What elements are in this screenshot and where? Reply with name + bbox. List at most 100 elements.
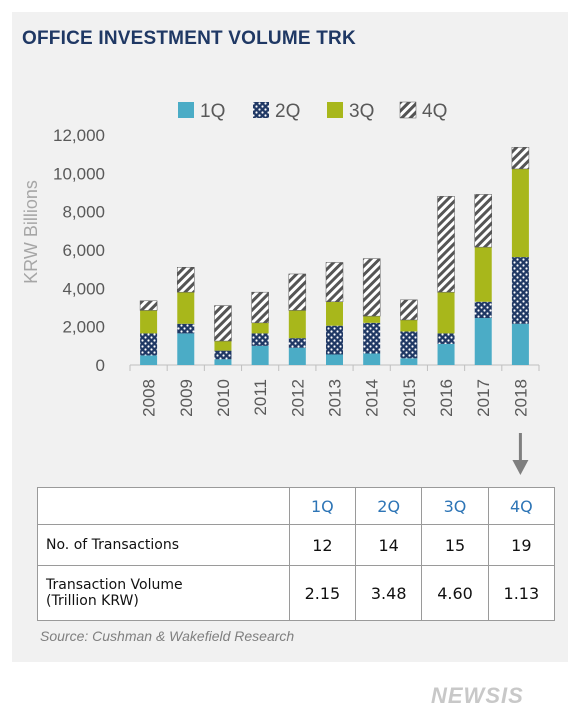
watermark-logo: NEWSIS xyxy=(431,683,524,708)
bar-segment-3q-2011 xyxy=(251,322,269,334)
table-header-2q: 2Q xyxy=(355,487,423,525)
bar-segment-1q-2017 xyxy=(474,318,492,365)
x-tick-labels: 2008 2009 2010 2011 2012 2013 2014 2015 2016 2017… xyxy=(140,379,531,417)
x-tick-label: 2013 xyxy=(326,379,345,417)
bar-segment-3q-2014 xyxy=(363,316,381,323)
table-header-3q: 3Q xyxy=(421,487,489,525)
bar-segment-3q-2013 xyxy=(326,301,343,326)
bar-segment-2q-2018 xyxy=(511,257,529,324)
bar-segment-1q-2010 xyxy=(214,359,232,365)
row-label-line2: (Trillion KRW) xyxy=(46,593,139,609)
row-label: No. of Transactions xyxy=(37,524,290,566)
row-label: Transaction Volume (Trillion KRW) xyxy=(37,565,290,621)
bar-segment-1q-2008 xyxy=(140,355,158,365)
source-note: Source: Cushman & Wakefield Research xyxy=(40,628,295,644)
bar-segment-4q-2018 xyxy=(511,147,530,170)
chart-legend: 1Q 2Q 3Q 4Q xyxy=(178,101,447,122)
bar-segment-1q-2012 xyxy=(288,347,306,365)
legend-swatch-1q xyxy=(178,102,194,118)
bar-segment-4q-2016 xyxy=(437,196,455,293)
x-tick-label: 2011 xyxy=(251,379,270,416)
bar-segment-4q-2014 xyxy=(362,258,381,317)
bar-segment-1q-2011 xyxy=(251,345,269,365)
y-tick-label: 10,000 xyxy=(53,164,105,183)
legend-label-3q: 3Q xyxy=(349,101,374,122)
legend-label-1q: 1Q xyxy=(200,101,225,122)
bar-segment-4q-2008 xyxy=(139,300,158,311)
x-tick-label: 2016 xyxy=(437,379,456,417)
x-tick-label: 2017 xyxy=(474,379,493,417)
legend-swatch-2q xyxy=(253,102,269,118)
bar-segment-1q-2013 xyxy=(326,354,343,365)
legend-label-2q: 2Q xyxy=(275,101,300,122)
bar-segment-4q-2017 xyxy=(474,194,492,248)
bar-segment-4q-2015 xyxy=(400,299,418,321)
chart-axes: 0 2,000 4,000 6,000 8,000 10,000 12,000 KRW Bil… xyxy=(21,126,540,375)
bar-segment-3q-2017 xyxy=(474,247,492,302)
bar-segment-2q-2009 xyxy=(177,323,195,334)
row-label-line1: Transaction Volume xyxy=(46,577,183,593)
x-tick-label: 2012 xyxy=(288,379,307,417)
bar-segment-3q-2009 xyxy=(177,292,195,324)
bar-segment-1q-2018 xyxy=(511,323,529,365)
bar-segment-2q-2012 xyxy=(288,338,306,348)
table-header-row: 1Q 2Q 3Q 4Q xyxy=(37,487,556,525)
table-row-transactions: No. of Transactions 12 14 15 19 xyxy=(37,524,556,566)
arrow-head xyxy=(512,460,529,475)
table-header-4q: 4Q xyxy=(487,487,556,525)
table-cell: 1.13 xyxy=(487,565,556,621)
bar-segment-1q-2016 xyxy=(437,343,455,365)
bar-segment-3q-2008 xyxy=(140,310,158,334)
arrow-marker xyxy=(512,433,529,475)
y-tick-label: 2,000 xyxy=(62,318,105,337)
table-cell: 19 xyxy=(487,524,556,566)
bar-segment-3q-2010 xyxy=(214,341,232,351)
table-cell: 12 xyxy=(288,524,357,566)
y-axis-label: KRW Billions xyxy=(21,180,41,284)
bar-segment-2q-2014 xyxy=(363,322,381,354)
y-tick-label: 0 xyxy=(96,356,105,375)
legend-swatch-4q xyxy=(399,101,417,119)
table-cell: 4.60 xyxy=(421,565,489,621)
table-cell: 15 xyxy=(421,524,489,566)
bar-segment-3q-2012 xyxy=(288,310,306,339)
legend-label-4q: 4Q xyxy=(422,101,447,122)
bar-segment-2q-2013 xyxy=(326,325,343,355)
bar-segment-3q-2015 xyxy=(400,319,418,332)
x-tick-label: 2010 xyxy=(214,379,233,417)
x-tick-label: 2008 xyxy=(140,379,159,417)
table-cell: 14 xyxy=(355,524,423,566)
table-cell: 3.48 xyxy=(355,565,423,621)
chart-title: OFFICE INVESTMENT VOLUME TRK xyxy=(22,28,356,49)
bar-segment-2q-2008 xyxy=(140,333,158,356)
bar-segment-2q-2011 xyxy=(251,333,269,346)
y-tick-label: 8,000 xyxy=(62,203,105,222)
table-header-1q: 1Q xyxy=(288,487,357,525)
chart-bars xyxy=(139,147,530,365)
bar-segment-4q-2013 xyxy=(325,262,344,303)
bar-segment-2q-2015 xyxy=(400,331,418,359)
x-tick-label: 2009 xyxy=(177,379,196,417)
bar-segment-4q-2012 xyxy=(288,273,307,311)
bar-segment-1q-2009 xyxy=(177,333,195,365)
legend-swatch-3q xyxy=(327,102,343,118)
x-tick-label: 2015 xyxy=(400,379,419,417)
bar-segment-4q-2010 xyxy=(214,305,232,342)
y-tick-label: 12,000 xyxy=(53,126,105,145)
bar-segment-3q-2016 xyxy=(437,292,455,334)
bar-segment-4q-2009 xyxy=(177,267,195,293)
y-tick-label: 6,000 xyxy=(62,241,105,260)
bar-segment-4q-2011 xyxy=(251,291,269,324)
bar-segment-2q-2016 xyxy=(437,333,455,344)
x-tick-label: 2014 xyxy=(363,379,382,417)
bar-segment-2q-2017 xyxy=(474,301,492,319)
y-tick-label: 4,000 xyxy=(62,279,105,298)
bar-segment-1q-2014 xyxy=(363,353,381,365)
table-cell: 2.15 xyxy=(288,565,357,621)
bar-segment-3q-2018 xyxy=(511,168,529,258)
quarterly-stats-table: 1Q 2Q 3Q 4Q No. of Transactions 12 14 15… xyxy=(37,487,556,621)
table-corner-cell xyxy=(37,487,290,525)
table-row-volume: Transaction Volume (Trillion KRW) 2.15 3… xyxy=(37,565,556,621)
bar-segment-1q-2015 xyxy=(400,358,418,365)
